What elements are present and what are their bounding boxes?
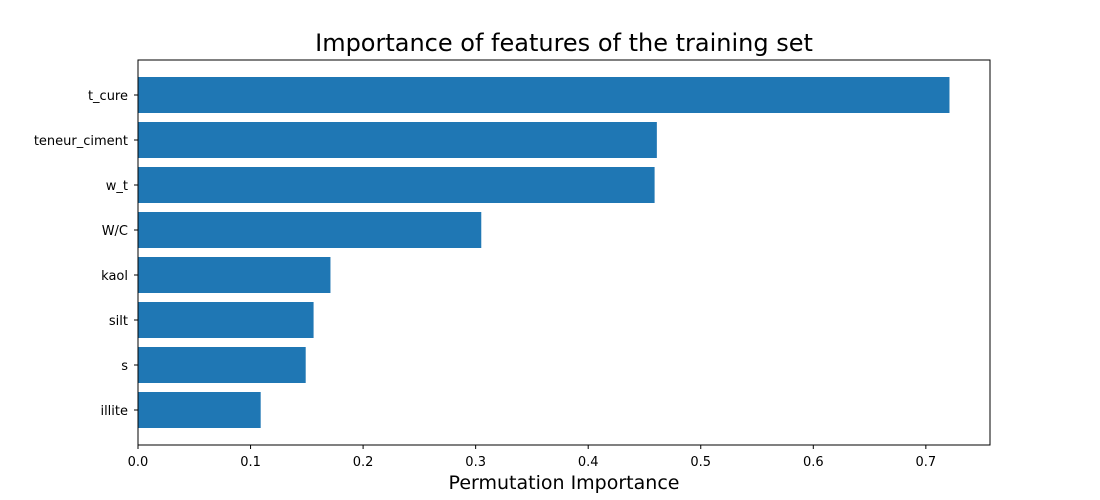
x-tick-label: 0.0 (128, 455, 149, 470)
y-tick-label: w_t (106, 179, 128, 194)
y-tick-label: silt (109, 314, 128, 329)
bar-kaol (138, 257, 331, 293)
y-tick-label: illite (100, 404, 128, 419)
x-tick-label: 0.5 (690, 455, 711, 470)
bar-silt (138, 302, 314, 338)
x-axis-ticks: 0.0 0.1 0.2 0.3 0.4 0.5 0.6 0.7 (128, 445, 937, 470)
chart-title: Importance of features of the training s… (315, 29, 813, 57)
bar-illite (138, 392, 261, 428)
bar-s (138, 347, 306, 383)
bar-teneur_ciment (138, 122, 657, 158)
x-tick-label: 0.7 (916, 455, 937, 470)
y-tick-label: kaol (101, 269, 128, 284)
x-axis-label: Permutation Importance (449, 472, 680, 494)
y-tick-label: W/C (102, 224, 128, 239)
x-tick-label: 0.6 (803, 455, 824, 470)
y-axis-ticks: t_cure teneur_ciment w_t W/C kaol silt s illite (34, 89, 138, 419)
y-tick-label: teneur_ciment (34, 134, 128, 149)
y-tick-label: t_cure (88, 89, 128, 104)
y-tick-label: s (121, 359, 128, 374)
plot-area-frame (137, 59, 991, 446)
bars-layer (138, 77, 950, 428)
x-tick-label: 0.2 (353, 455, 374, 470)
bar-W/C (138, 212, 482, 248)
x-tick-label: 0.4 (578, 455, 599, 470)
bar-t_cure (138, 77, 950, 113)
bar-w_t (138, 167, 655, 203)
x-tick-label: 0.1 (240, 455, 261, 470)
x-tick-label: 0.3 (465, 455, 486, 470)
